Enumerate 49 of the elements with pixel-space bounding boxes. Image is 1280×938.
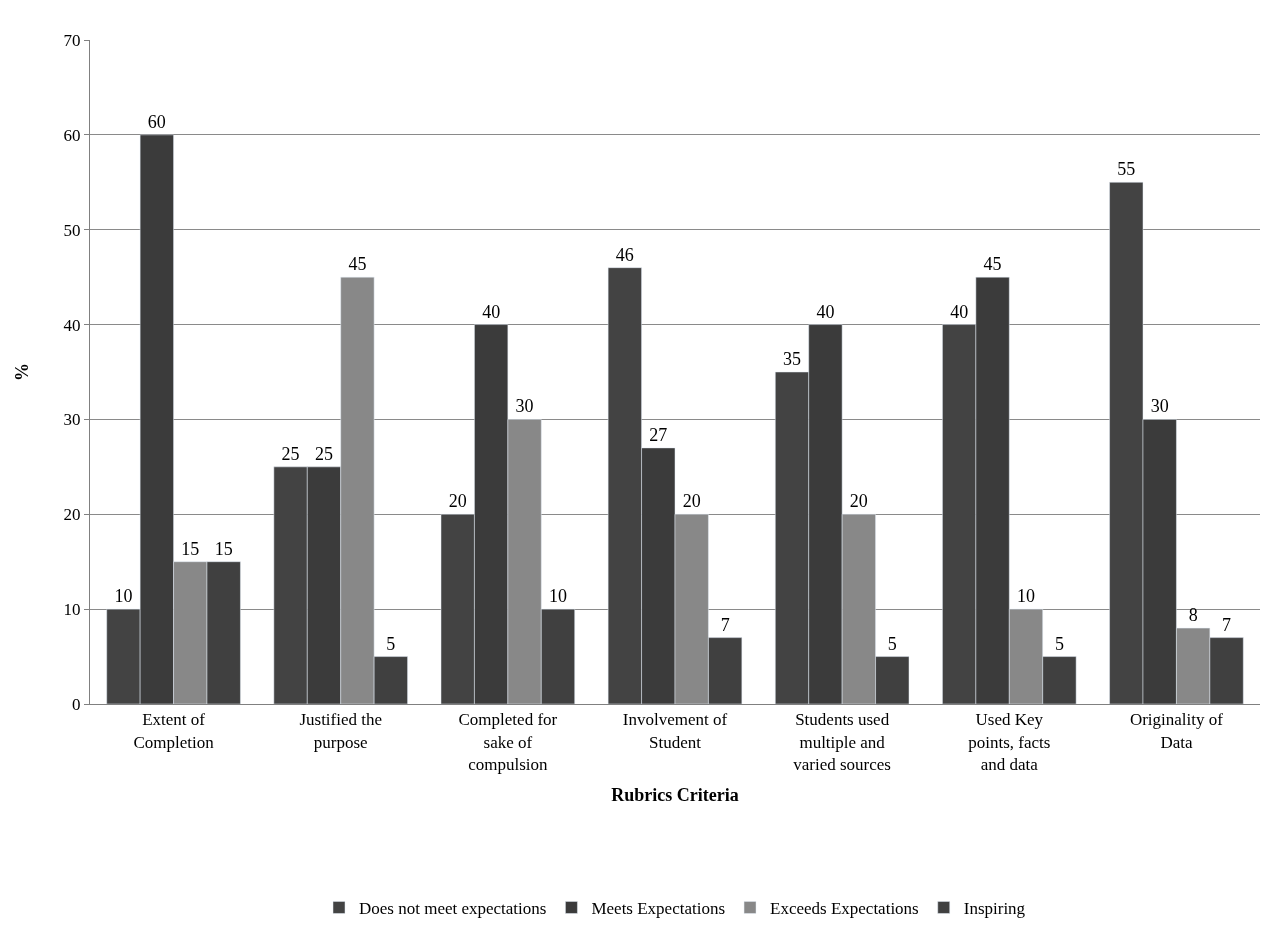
x-axis-title: Rubrics Criteria: [611, 784, 739, 805]
data-label: 10: [1017, 586, 1035, 607]
data-label: 45: [348, 254, 367, 275]
data-label: 8: [1188, 605, 1198, 626]
data-label: 15: [214, 538, 233, 559]
y-axis-title: %: [11, 363, 32, 381]
data-label: 25: [281, 443, 300, 464]
data-label: 27: [649, 424, 668, 445]
data-label: 10: [549, 586, 567, 607]
x-tick-label: Involvement of Student: [622, 710, 728, 752]
data-label: 20: [849, 491, 868, 512]
data-label: 20: [682, 491, 701, 512]
x-tick-label: Completed for sake of compulsion: [458, 710, 558, 774]
y-tick-label: 60: [63, 125, 81, 145]
y-tick-label: 10: [63, 600, 81, 620]
y-tick-label: 0: [72, 694, 81, 714]
data-label: 40: [482, 301, 501, 322]
legend-label: Exceeds Expectations: [770, 899, 919, 919]
y-tick-label: 50: [63, 220, 81, 240]
data-label: 25: [315, 443, 333, 464]
y-tick-label: 30: [63, 410, 81, 430]
data-label: 10: [114, 586, 133, 607]
y-tick-label: 40: [63, 315, 81, 335]
data-label: 40: [816, 301, 835, 322]
data-label: 30: [515, 396, 534, 417]
data-label: 30: [1150, 396, 1169, 417]
data-label: 7: [720, 614, 730, 635]
x-tick-label: Extent of Completion: [133, 710, 215, 752]
y-tick-label: 20: [63, 505, 81, 525]
data-label: 45: [983, 254, 1002, 275]
data-label: 5: [1054, 633, 1064, 654]
data-label: 7: [1222, 614, 1232, 635]
data-label: 5: [386, 633, 396, 654]
legend-label: Inspiring: [963, 899, 1026, 919]
data-label: 20: [448, 491, 467, 512]
legend-label: Meets Expectations: [591, 899, 726, 919]
x-tick-label: Students used multiple and varied sources: [793, 710, 891, 774]
data-label: 60: [147, 111, 166, 132]
y-tick-label: 70: [63, 30, 81, 50]
legend-label: Does not meet expectations: [359, 899, 547, 919]
data-label: 40: [950, 301, 969, 322]
x-tick-label: Used Key points, facts and data: [968, 710, 1051, 774]
x-tick-label: Justified the purpose: [299, 710, 383, 752]
data-label: 5: [887, 633, 897, 654]
data-label: 46: [615, 244, 634, 265]
data-label: 15: [181, 538, 200, 559]
data-label: 55: [1117, 159, 1136, 180]
data-label: 35: [783, 349, 801, 369]
x-tick-label: Originality of Data: [1129, 710, 1224, 752]
